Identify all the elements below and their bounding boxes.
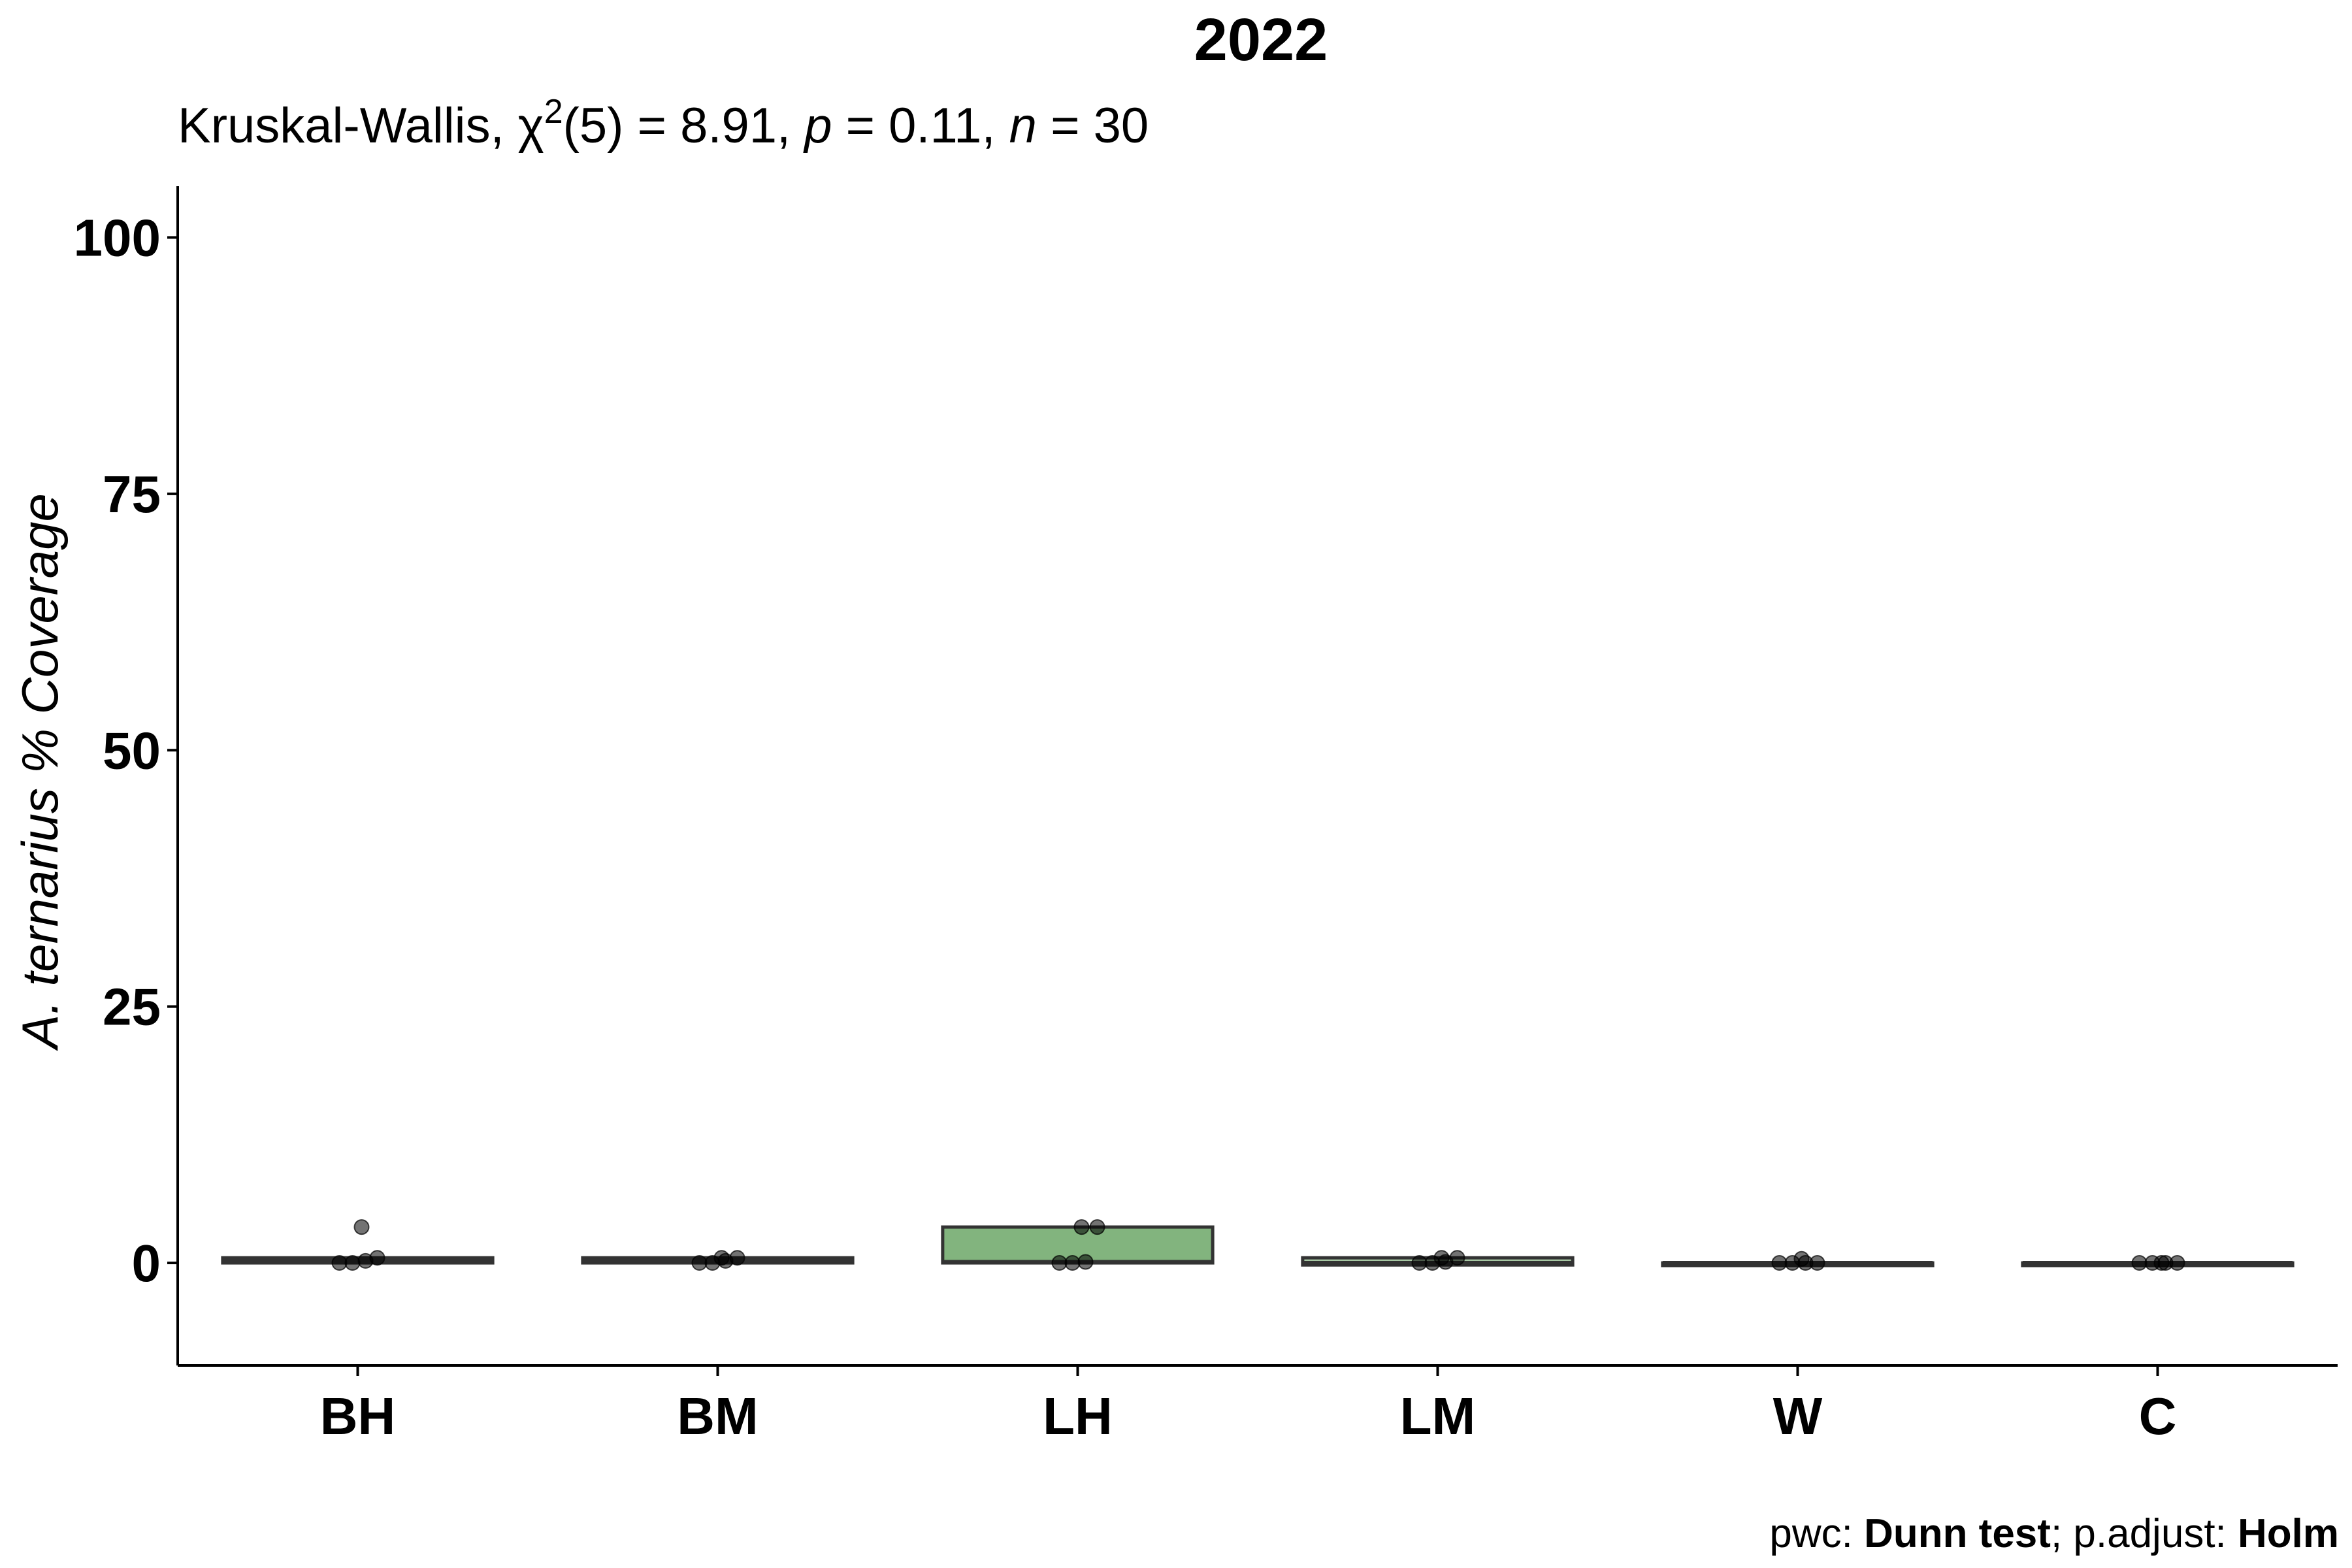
point-bh <box>353 1219 370 1235</box>
chart-title: 2022 <box>1194 7 1328 73</box>
caption-pwc-value: Dunn test <box>1864 1511 2051 1556</box>
point-lm <box>1433 1250 1450 1266</box>
subtitle-df: (5) = 8.91, <box>563 98 805 154</box>
x-tick-label-lh: LH <box>1043 1387 1113 1445</box>
x-tick-label-bh: BH <box>320 1387 396 1445</box>
subtitle-p-value: = 0.11, <box>832 98 1009 154</box>
point-c <box>2153 1255 2170 1271</box>
point-bh <box>369 1250 385 1266</box>
y-tick-label: 50 <box>103 721 161 779</box>
point-bh <box>331 1255 348 1271</box>
point-lh <box>1077 1254 1094 1270</box>
point-c <box>2131 1255 2148 1271</box>
caption-pwc-label: pwc: <box>1769 1511 1864 1556</box>
x-tick-label-bm: BM <box>677 1387 758 1445</box>
point-lh <box>1051 1255 1068 1271</box>
y-tick-label: 75 <box>103 465 161 523</box>
subtitle-n-value: = 30 <box>1037 98 1149 154</box>
y-axis-label: A. ternarius % Coverage <box>11 493 69 1051</box>
point-bm <box>729 1250 745 1266</box>
x-tick-label-w: W <box>1773 1387 1823 1445</box>
subtitle-n-symbol: n <box>1009 98 1037 154</box>
point-c <box>2169 1255 2185 1271</box>
point-w <box>1809 1255 1825 1271</box>
point-lh <box>1089 1219 1105 1235</box>
subtitle-sup: 2 <box>544 93 563 131</box>
point-w <box>1793 1250 1810 1267</box>
subtitle-test: Kruskal-Wallis, χ <box>178 98 544 154</box>
subtitle-p-symbol: p <box>803 98 832 154</box>
y-tick-label: 0 <box>132 1234 161 1292</box>
point-bm <box>713 1250 730 1266</box>
point-lm <box>1449 1250 1465 1266</box>
y-tick-label: 100 <box>74 208 161 267</box>
point-lh <box>1064 1255 1081 1271</box>
point-w <box>1771 1255 1788 1271</box>
point-lh <box>1073 1219 1090 1235</box>
point-bh <box>344 1255 361 1271</box>
caption-adjust-value: Holm <box>2238 1511 2339 1556</box>
x-tick-label-c: C <box>2139 1387 2177 1445</box>
caption-separator: ; p.adjust: <box>2051 1511 2238 1556</box>
point-bm <box>691 1255 708 1271</box>
chart-caption: pwc: Dunn test; p.adjust: Holm <box>1769 1511 2339 1556</box>
y-tick-label: 25 <box>103 978 161 1036</box>
plot-area: 0 25 50 75 100 BH BM LH LM W C <box>74 186 2338 1445</box>
x-tick-label-lm: LM <box>1400 1387 1476 1445</box>
chart-subtitle: Kruskal-Wallis, χ2(5) = 8.91, p = 0.11, … <box>178 93 1149 154</box>
point-lm <box>1411 1255 1428 1271</box>
